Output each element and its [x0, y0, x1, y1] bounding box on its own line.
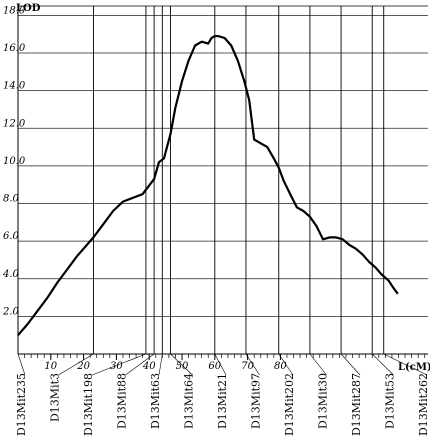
x-tick-label: 50 — [176, 361, 189, 372]
tick-labels: 2.0 4.0 6.0 8.0 10.0 12.0 14.0 16.0 18.0 10 20 30 40… — [2, 5, 430, 436]
marker-label: D13Mit287 — [350, 373, 363, 436]
marker-lines — [17, 6, 428, 376]
marker-label: D13Mit198 — [82, 373, 95, 436]
x-tick-label: 10 — [44, 361, 57, 372]
marker-leader — [214, 353, 227, 376]
grid — [18, 15, 428, 317]
y-tick-label: 16.0 — [3, 43, 26, 54]
x-tick-label: 20 — [76, 361, 90, 372]
marker-label: D13Mit3 — [49, 373, 62, 422]
marker-leader — [278, 353, 294, 376]
marker-leader — [383, 353, 428, 376]
y-tick-label: 14.0 — [3, 81, 26, 92]
marker-leader — [58, 353, 94, 376]
x-tick-label: 60 — [208, 361, 221, 372]
x-tick-label: 70 — [241, 361, 254, 372]
marker-leader — [372, 353, 394, 376]
marker-leader — [170, 353, 193, 376]
y-tick-label: 12.0 — [3, 118, 26, 129]
y-tick-label: 6.0 — [3, 231, 20, 242]
marker-label: D13Mit64 — [183, 373, 196, 429]
marker-label: D13Mit97 — [250, 373, 263, 429]
y-tick-label: 8.0 — [3, 194, 20, 205]
marker-label: D13Mit202 — [283, 373, 296, 436]
marker-label: D13Mit262 — [417, 373, 430, 436]
marker-label: D13Mit30 — [317, 373, 330, 429]
x-axis-title: L(cM) — [398, 362, 430, 373]
y-tick-label: 4.0 — [2, 269, 20, 280]
x-tick-label: 30 — [110, 361, 123, 372]
y-tick-label: 2.0 — [2, 306, 20, 317]
marker-leader — [91, 353, 147, 376]
lod-curve — [17, 35, 399, 336]
marker-leader — [158, 353, 163, 376]
marker-leader — [17, 353, 26, 376]
marker-label: D13Mit88 — [116, 373, 129, 429]
marker-label: D13Mit53 — [384, 373, 397, 429]
axes — [17, 5, 428, 360]
y-tick-label: 10.0 — [3, 156, 26, 167]
x-tick-label: 40 — [142, 361, 156, 372]
marker-label: D13Mit235 — [15, 373, 28, 436]
y-tick-label: 18.0 — [3, 5, 26, 16]
y-axis-title: LOD — [16, 3, 41, 14]
marker-leader — [340, 353, 361, 376]
marker-label: D13Mit63 — [149, 373, 162, 429]
marker-leader — [245, 353, 260, 376]
marker-leader — [309, 353, 327, 376]
marker-label: D13Mit21 — [216, 373, 229, 429]
lod-curve-line — [17, 35, 399, 336]
x-tick-label: 80 — [274, 361, 287, 372]
